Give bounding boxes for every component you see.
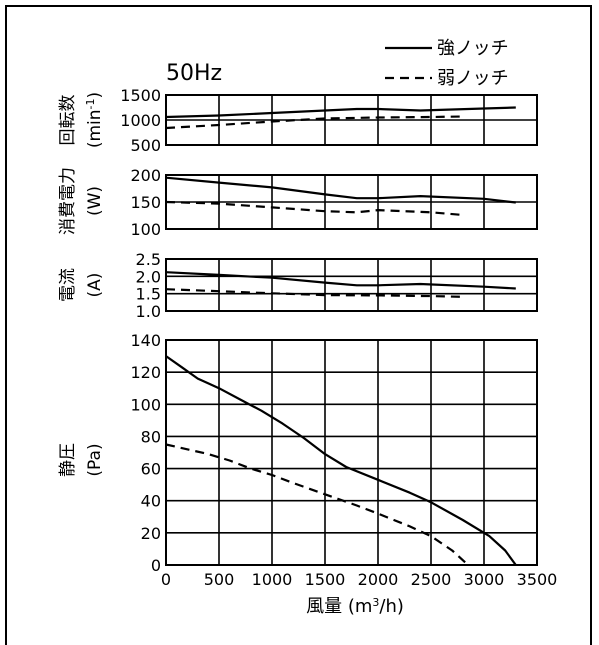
- ytick-pressure: 140: [130, 331, 161, 350]
- ytick-pressure: 100: [130, 395, 161, 414]
- xtick: 2000: [358, 570, 399, 589]
- ylabel-power: 消費電力 (W): [58, 167, 105, 235]
- ylabel-current-unit: (A): [85, 273, 105, 298]
- legend: 強ノッチ 弱ノッチ: [385, 38, 509, 89]
- xtick: 1500: [305, 570, 346, 589]
- x-axis-label-sup: 3: [372, 596, 379, 609]
- ytick-pressure: 20: [141, 524, 161, 543]
- series-speed-dashed: [165, 115, 463, 130]
- xtick: 0: [161, 570, 171, 589]
- ylabel-speed-unit-main: (min: [85, 109, 105, 148]
- series-current-dashed: [165, 288, 463, 298]
- x-axis-label-main: 風量 (m: [306, 596, 372, 617]
- ylabel-speed-unit: (min-1): [84, 92, 106, 148]
- ylabel-speed-unit-tail: ): [85, 92, 105, 99]
- series-pressure-solid: [165, 355, 517, 566]
- ytick-current: 2.0: [136, 267, 161, 286]
- xtick: 500: [204, 570, 235, 589]
- ylabel-speed: 回転数 (min-1): [58, 92, 105, 148]
- ylabel-pressure: 静圧 (Pa): [58, 443, 105, 477]
- ytick-pressure: 120: [130, 363, 161, 382]
- series-current-solid: [165, 271, 516, 290]
- ytick-current: 1.0: [136, 302, 161, 321]
- panel-box-pressure: [165, 339, 538, 566]
- ytick-power: 200: [130, 166, 161, 185]
- panel-box-speed: [165, 94, 538, 146]
- ytick-power: 100: [130, 220, 161, 239]
- ytick-pressure: 0: [151, 556, 161, 575]
- ylabel-power-unit: (W): [85, 186, 105, 216]
- figure-frame: [5, 5, 592, 645]
- xtick: 1000: [252, 570, 293, 589]
- series-power-dashed: [165, 200, 463, 217]
- ylabel-power-main: 消費電力: [58, 167, 78, 235]
- ylabel-speed-unit-sup: -1: [84, 98, 97, 109]
- xtick: 3500: [517, 570, 558, 589]
- legend-entry-weak: 弱ノッチ: [437, 68, 509, 89]
- ylabel-pressure-main: 静圧: [58, 443, 78, 477]
- panel-box-current: [165, 258, 538, 312]
- ylabel-current-main: 電流: [58, 268, 78, 302]
- frequency-annotation: 50Hz: [166, 61, 222, 86]
- legend-entry-strong: 強ノッチ: [437, 38, 509, 59]
- chart-panels: 150010005002001501002.52.01.51.014012010…: [120, 86, 557, 589]
- ytick-pressure: 40: [141, 492, 161, 511]
- xtick: 3000: [464, 570, 505, 589]
- x-axis-label: 風量 (m3/h): [306, 596, 404, 618]
- ytick-speed: 1500: [120, 86, 161, 105]
- xtick: 2500: [411, 570, 452, 589]
- ylabel-current: 電流 (A): [58, 268, 105, 302]
- ytick-pressure: 80: [141, 427, 161, 446]
- series-power-solid: [165, 176, 516, 204]
- ytick-speed: 500: [130, 136, 161, 155]
- ylabel-speed-main: 回転数: [58, 95, 78, 146]
- x-axis-label-tail: /h): [379, 596, 404, 617]
- ytick-speed: 1000: [120, 111, 161, 130]
- ytick-current: 1.5: [136, 285, 161, 304]
- ylabel-pressure-unit: (Pa): [85, 443, 105, 476]
- ytick-pressure: 60: [141, 460, 161, 479]
- ytick-current: 2.5: [136, 250, 161, 269]
- series-speed-solid: [165, 106, 516, 119]
- series-pressure-dashed: [165, 443, 469, 566]
- ytick-power: 150: [130, 193, 161, 212]
